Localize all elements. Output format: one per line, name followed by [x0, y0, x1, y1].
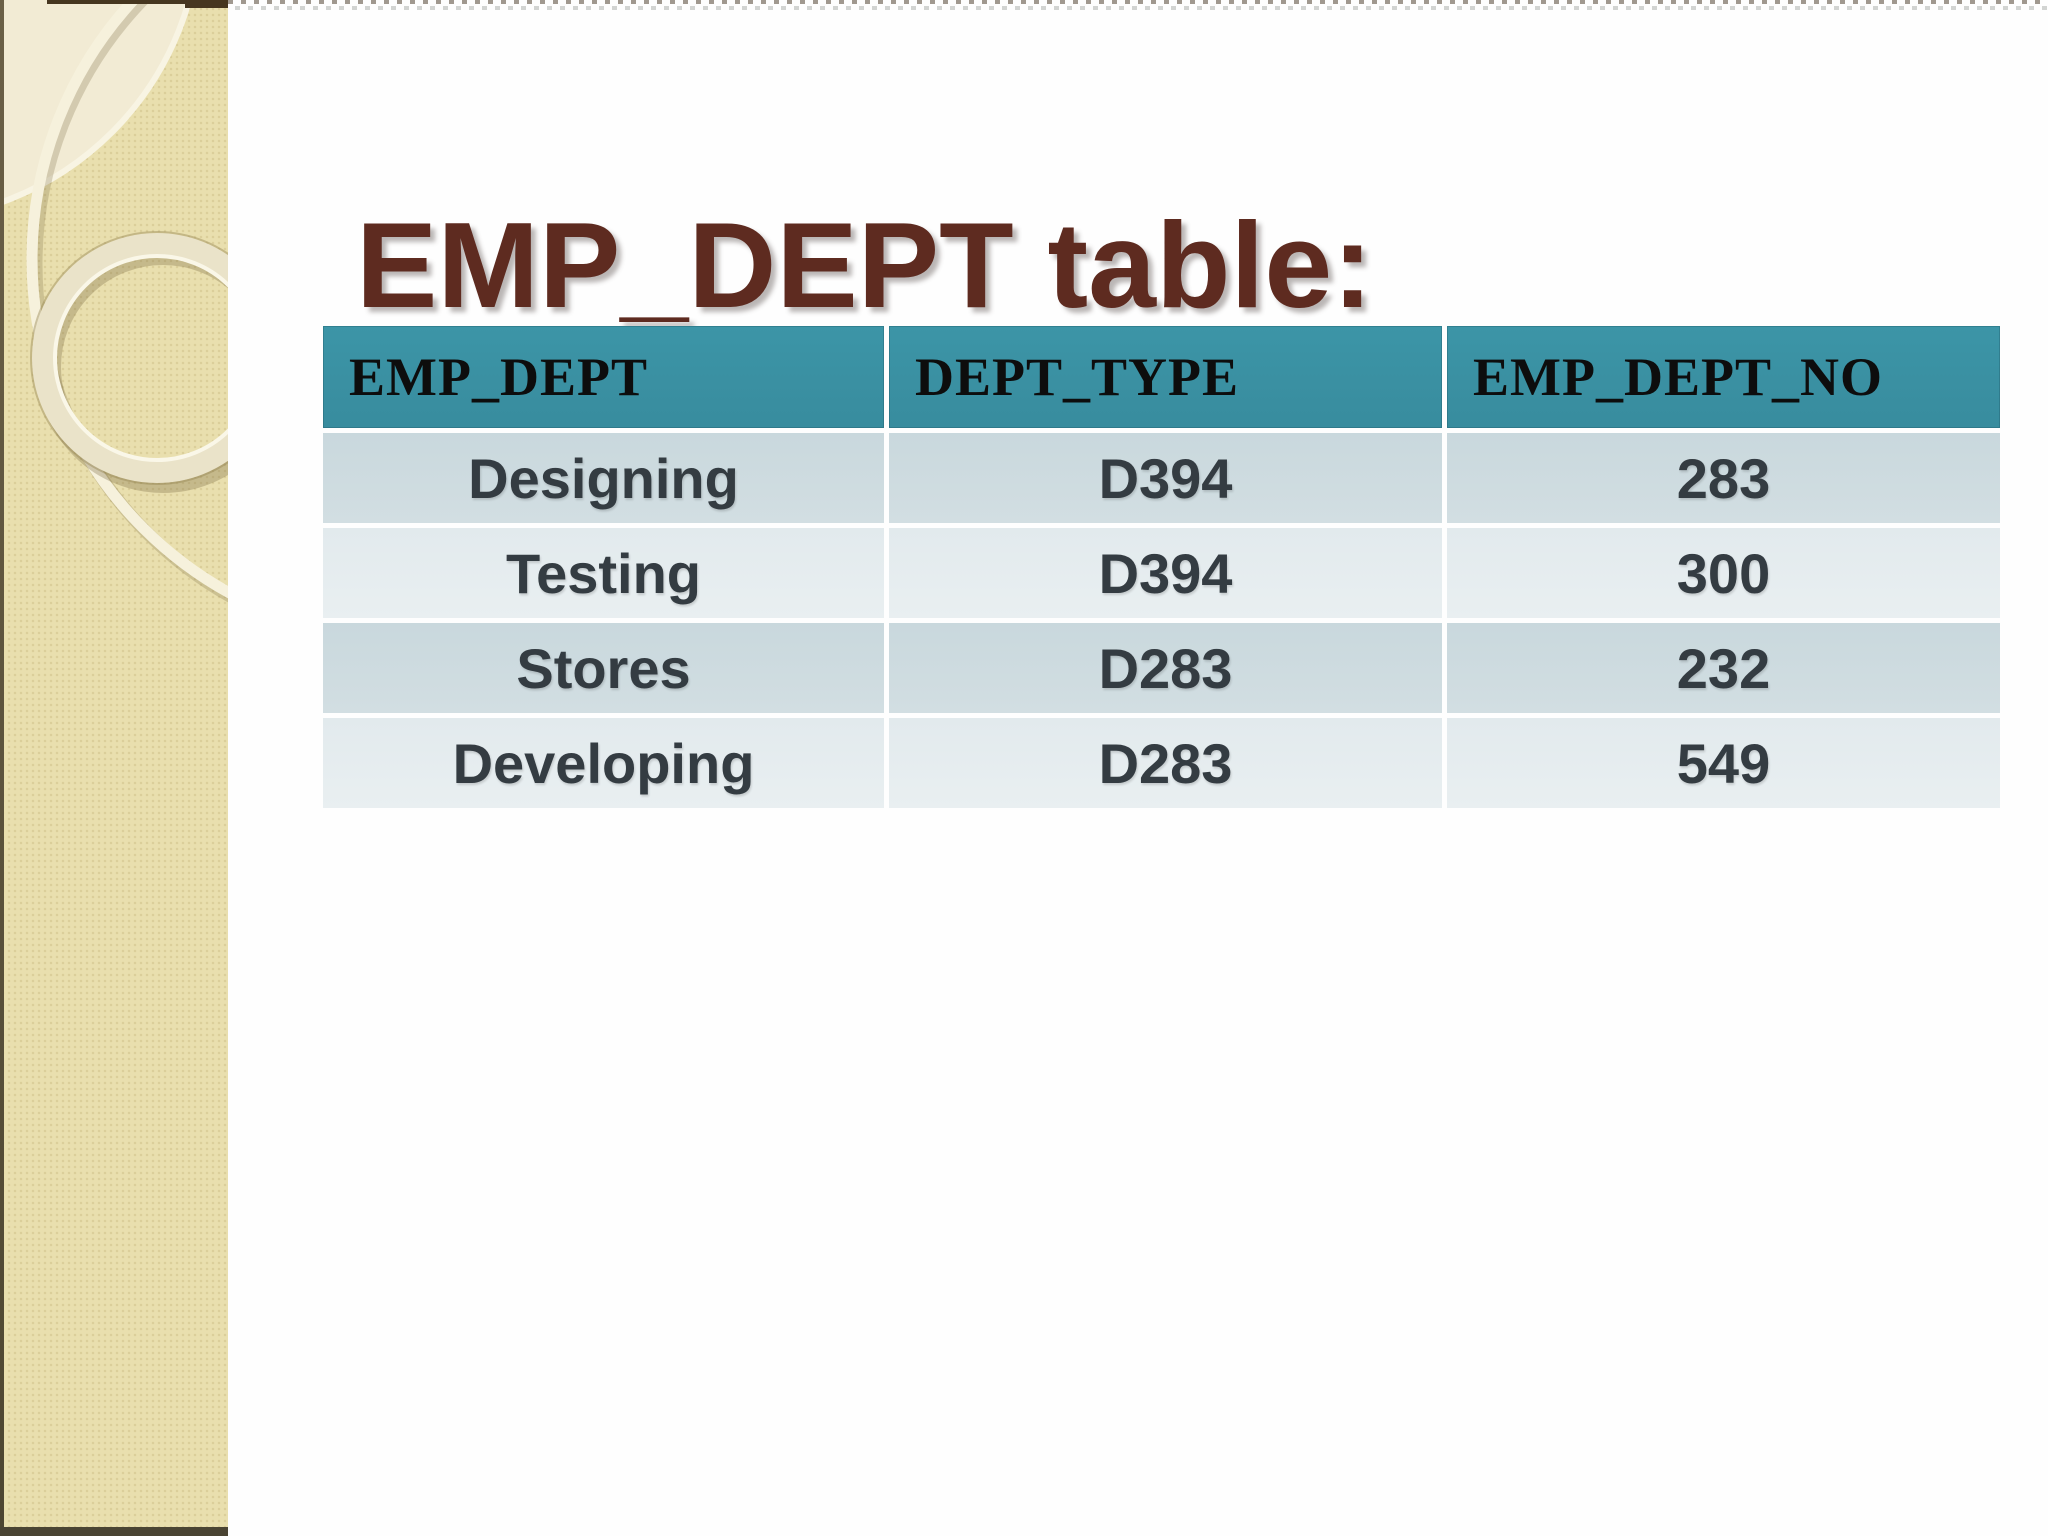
- column-header-emp-dept: EMP_DEPT: [323, 326, 884, 428]
- table-cell: D283: [889, 623, 1442, 713]
- table-cell: 300: [1447, 528, 2000, 618]
- table-cell: 549: [1447, 718, 2000, 808]
- top-dashed-border: [228, 0, 2048, 13]
- table-cell: D394: [889, 433, 1442, 523]
- emp-dept-table: EMP_DEPT DEPT_TYPE EMP_DEPT_NO Designing…: [323, 326, 2000, 808]
- table-cell: Developing: [323, 718, 884, 808]
- table-cell: Testing: [323, 528, 884, 618]
- table-cell: Stores: [323, 623, 884, 713]
- table-cell: D394: [889, 528, 1442, 618]
- table-cell: Designing: [323, 433, 884, 523]
- sidebar-bottom-edge: [0, 1527, 228, 1536]
- decorative-sidebar: [0, 0, 228, 1536]
- column-header-emp-dept-no: EMP_DEPT_NO: [1447, 326, 2000, 428]
- table-cell: D283: [889, 718, 1442, 808]
- table-cell: 283: [1447, 433, 2000, 523]
- column-header-dept-type: DEPT_TYPE: [889, 326, 1442, 428]
- sidebar-top-accent: [47, 0, 185, 4]
- sidebar-left-edge: [0, 0, 4, 1536]
- sidebar-rings-decoration: [0, 0, 228, 603]
- table-cell: 232: [1447, 623, 2000, 713]
- sidebar-top-accent-block: [185, 0, 228, 8]
- slide-title: EMP_DEPT table:: [356, 196, 1373, 333]
